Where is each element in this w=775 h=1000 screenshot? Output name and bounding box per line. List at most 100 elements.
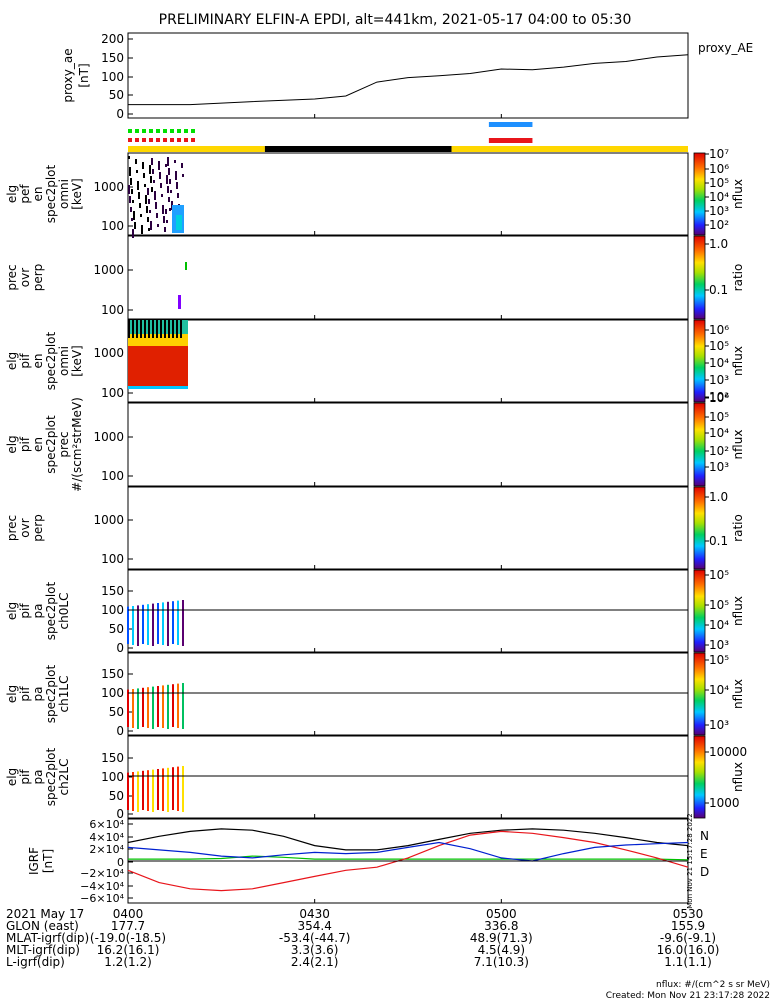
y-axis-label: perp bbox=[31, 264, 45, 292]
colorbar-tick-label: 10² bbox=[709, 444, 729, 458]
y-axis-label: en bbox=[31, 187, 45, 202]
pif-spectrum-bottom bbox=[128, 386, 188, 389]
pef-pixel bbox=[132, 200, 134, 203]
y-tick-label: 4×10⁴ bbox=[89, 831, 124, 844]
y-axis-label: pa bbox=[31, 770, 45, 785]
pef-pixel bbox=[162, 205, 164, 214]
colorbar-gradient bbox=[693, 152, 706, 236]
y-axis-label: spec2plot bbox=[44, 581, 58, 640]
footer-row-label: GLON (east) bbox=[6, 919, 79, 933]
colorbar-gradient bbox=[693, 235, 706, 320]
pef-pixel bbox=[131, 218, 133, 221]
panel-ae: 0 50 100 150 200 proxy_ae [nT] proxy_AE bbox=[61, 32, 753, 121]
colorbar-tick-label: 1000 bbox=[709, 796, 740, 810]
pef-pixel bbox=[138, 192, 140, 199]
y-axis-label: IGRF bbox=[27, 847, 41, 875]
colorbar-tick-label: 10³ bbox=[709, 638, 729, 652]
pef-pixel bbox=[151, 187, 153, 192]
colorbar-tick-label: 10⁶ bbox=[709, 162, 729, 176]
y-axis-label: perp bbox=[31, 514, 45, 542]
pef-pixel bbox=[147, 188, 149, 195]
pef-pixel bbox=[181, 163, 183, 168]
y-tick-label: 100 bbox=[101, 219, 124, 233]
y-tick-label: 150 bbox=[101, 751, 124, 765]
pif-gap bbox=[144, 320, 146, 338]
colorbar-tick-label: 10⁴ bbox=[709, 618, 729, 632]
pef-pixel bbox=[165, 209, 167, 214]
pef-pixel bbox=[166, 220, 168, 223]
pef-pixel bbox=[165, 164, 167, 167]
panel-frame bbox=[127, 32, 689, 119]
colorbar-tick-label: 10⁷ bbox=[709, 147, 729, 161]
pef-pixel bbox=[158, 161, 160, 170]
y-tick-label: 200 bbox=[101, 32, 124, 46]
creation-timestamp: Created: Mon Nov 21 23:17:28 2022 bbox=[606, 991, 770, 1000]
footer-row-label: 2021 May 17 bbox=[6, 907, 84, 921]
y-axis-label: prec bbox=[57, 431, 71, 457]
y-tick-label: 150 bbox=[101, 51, 124, 65]
pef-pixel bbox=[148, 228, 150, 231]
orbit-bar-sunlit bbox=[128, 146, 265, 152]
y-axis-label: ch1LC bbox=[57, 676, 71, 713]
footer-row-label: MLT-igrf(dip) bbox=[6, 943, 80, 957]
y-tick-label: 2×10⁴ bbox=[89, 843, 124, 856]
colorbar-tick-label: 10³ bbox=[709, 718, 729, 732]
colorbar-tick-label: 10³ bbox=[709, 204, 729, 218]
pef-pixel bbox=[144, 184, 146, 187]
pef-pixel bbox=[163, 216, 165, 223]
pef-pixel bbox=[151, 158, 153, 165]
colorbar-tick-label: 10⁶ bbox=[709, 391, 729, 405]
y-tick-label: −4×10⁴ bbox=[80, 880, 124, 893]
pif-gap bbox=[160, 320, 162, 338]
panel-ch2: 0 50 100 150 elg pif pa spec2plot ch2LC 1000 10000… bbox=[5, 735, 747, 821]
panel-pif_prec: 100 1000 elg pif en spec2plot prec #/(scm²strMe… bbox=[5, 391, 745, 492]
colorbar-gradient bbox=[693, 652, 706, 736]
pef-pixel bbox=[154, 191, 156, 200]
y-tick-label: 1000 bbox=[93, 513, 124, 527]
pef-pixel bbox=[157, 224, 159, 227]
y-axis-label: spec2plot bbox=[44, 747, 58, 806]
y-axis-label: spec2plot bbox=[44, 415, 58, 474]
y-axis-label: prec bbox=[5, 264, 19, 290]
colorbar-tick-label: 10² bbox=[709, 390, 729, 404]
y-tick-label: 1000 bbox=[93, 180, 124, 194]
y-axis-label: pif bbox=[18, 353, 32, 369]
y-axis-label: [nT] bbox=[77, 63, 91, 87]
footer-row-label: MLAT-igrf(dip) bbox=[6, 931, 89, 945]
y-axis-label: spec2plot bbox=[44, 331, 58, 390]
y-tick-label: 6×10⁴ bbox=[89, 818, 124, 831]
colorbar-tick-label: 10⁵ bbox=[709, 176, 729, 190]
y-axis-label: elg bbox=[5, 185, 19, 203]
y-axis-label: pif bbox=[18, 436, 32, 452]
y-tick-label: 50 bbox=[109, 789, 124, 803]
y-tick-label: 50 bbox=[109, 705, 124, 719]
panel-frame bbox=[127, 569, 689, 653]
pif-gap bbox=[132, 320, 134, 338]
ephemeris-footer: 2021 May 17 0400 0430 0500 0530 GLON (east) 17… bbox=[6, 907, 719, 969]
data-overlays bbox=[127, 54, 689, 892]
pef-pixel bbox=[160, 183, 162, 188]
y-axis-label: prec bbox=[5, 515, 19, 541]
y-axis-label: pif bbox=[18, 603, 32, 619]
pif-gap bbox=[164, 320, 166, 338]
y-tick-label: 100 bbox=[101, 386, 124, 400]
y-tick-label: 1000 bbox=[93, 263, 124, 277]
pif-gap bbox=[128, 320, 130, 338]
pef-pixel bbox=[167, 186, 169, 193]
y-axis-label: ovr bbox=[18, 268, 32, 287]
footer-value: 16.2(16.1) bbox=[97, 943, 160, 957]
y-tick-label: 1000 bbox=[93, 430, 124, 444]
colorbar-tick-label: 1.0 bbox=[709, 490, 728, 504]
y-axis-label: elg bbox=[5, 435, 19, 453]
footer-value: 1.2(1.2) bbox=[104, 955, 152, 969]
colorbar-gradient bbox=[693, 569, 706, 653]
footer-value: (-19.0(-18.5) bbox=[90, 931, 166, 945]
colorbar-tick-label: 10⁴ bbox=[709, 190, 729, 204]
pef-pixel bbox=[146, 206, 148, 213]
